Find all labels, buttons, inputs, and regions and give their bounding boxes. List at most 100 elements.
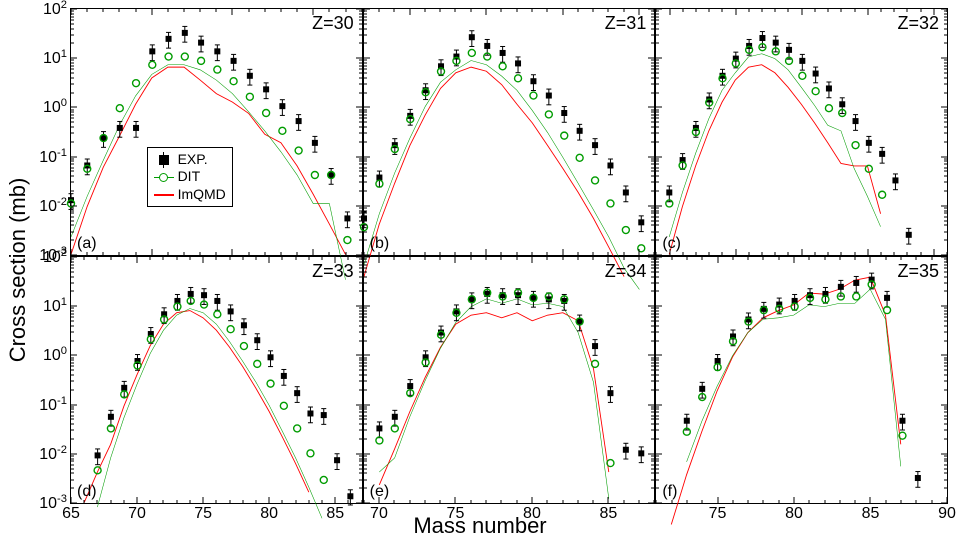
xtick-label: 85 — [862, 503, 880, 523]
exp-point — [188, 291, 194, 297]
ytick-label: 10-1 — [39, 394, 71, 414]
markers-layer — [364, 9, 657, 257]
dit-point — [214, 66, 221, 73]
exp-point — [294, 390, 300, 396]
xtick-label: 70 — [128, 503, 146, 523]
xtick-label: 80 — [785, 503, 803, 523]
exp-point — [182, 30, 188, 36]
panel-label: (d) — [77, 483, 97, 501]
dit-point — [545, 111, 552, 118]
dit-point — [514, 75, 521, 82]
dit-point — [254, 360, 261, 367]
exp-point — [307, 410, 313, 416]
dit-point — [853, 293, 860, 300]
xtick-label: 90 — [938, 503, 956, 523]
exp-point — [638, 450, 644, 456]
panel-label: (c) — [662, 235, 681, 253]
xtick-label: 65 — [62, 503, 80, 523]
dit-point — [116, 105, 123, 112]
exp-point — [279, 103, 285, 109]
exp-point — [231, 58, 237, 64]
dit-point — [344, 237, 351, 244]
exp-point — [133, 125, 139, 131]
exp-point — [786, 47, 792, 53]
dit-point — [240, 343, 247, 350]
xtick-label: 75 — [194, 503, 212, 523]
markers-layer — [364, 257, 657, 505]
dit-point — [320, 476, 327, 483]
dit-point — [230, 78, 237, 85]
exp-point — [813, 71, 819, 77]
dit-point — [181, 53, 188, 60]
dit-point — [133, 80, 140, 87]
dit-point — [812, 88, 819, 95]
dit-point — [311, 172, 318, 179]
z-label: Z=34 — [605, 261, 647, 282]
exp-point — [254, 337, 260, 343]
exp-point — [117, 125, 123, 131]
exp-point — [530, 78, 536, 84]
exp-point — [900, 418, 906, 424]
exp-point — [884, 295, 890, 301]
exp-point — [344, 215, 350, 221]
exp-point — [95, 452, 101, 458]
dit-point — [94, 467, 101, 474]
panel-e: Z=34(e)70758085 — [363, 256, 656, 504]
exp-point — [376, 425, 382, 431]
ytick-label: 10-1 — [39, 146, 71, 166]
z-label: Z=30 — [312, 13, 354, 34]
panel-grid: Z=30(a)10-310-210-1100101102 EXP. DIT Im… — [70, 8, 948, 504]
exp-point — [247, 73, 253, 79]
exp-point — [108, 414, 114, 420]
dit-point — [149, 61, 156, 68]
figure-canvas: { "global": { "ylabel": "Cross section (… — [0, 0, 960, 541]
dit-point — [280, 402, 287, 409]
dit-point — [295, 147, 302, 154]
ytick-label: 102 — [43, 247, 71, 267]
legend: EXP. DIT ImQMD — [147, 147, 233, 208]
exp-point — [906, 232, 912, 238]
exp-point — [893, 177, 899, 183]
exp-point — [879, 151, 885, 157]
exp-point — [760, 35, 766, 41]
exp-point — [545, 93, 551, 99]
exp-point — [826, 85, 832, 91]
legend-exp-label: EXP. — [178, 151, 208, 169]
exp-point — [515, 60, 521, 66]
dit-point — [530, 92, 537, 99]
markers-layer — [71, 257, 364, 505]
exp-point — [854, 280, 860, 286]
panel-label: (b) — [370, 235, 390, 253]
xtick-label: 80 — [260, 503, 278, 523]
panel-f: Z=35(f)75808590 — [655, 256, 948, 504]
exp-point — [684, 418, 690, 424]
xtick-label: 75 — [709, 503, 727, 523]
exp-point — [773, 40, 779, 46]
exp-point — [263, 86, 269, 92]
ytick-label: 101 — [43, 48, 71, 68]
dit-point — [560, 132, 567, 139]
xtick-label: 85 — [326, 503, 344, 523]
exp-point — [800, 58, 806, 64]
dit-point — [866, 165, 873, 172]
exp-point — [228, 308, 234, 314]
legend-imqmd: ImQMD — [154, 186, 226, 204]
exp-point — [241, 322, 247, 328]
markers-layer — [71, 9, 364, 257]
xtick-label: 70 — [370, 503, 388, 523]
exp-point — [268, 354, 274, 360]
dit-point — [227, 326, 234, 333]
dit-point — [307, 450, 314, 457]
panel-d: Z=33(d)10-310-210-11001011026570758085 — [70, 256, 363, 504]
panel-label: (f) — [662, 483, 677, 501]
exp-point — [121, 385, 127, 391]
exp-point — [499, 50, 505, 56]
xtick-label: 85 — [600, 503, 618, 523]
exp-point — [468, 34, 474, 40]
dit-point — [607, 460, 614, 467]
dit-point — [165, 53, 172, 60]
ytick-label: 100 — [43, 345, 71, 365]
ytick-label: 100 — [43, 97, 71, 117]
exp-point — [198, 40, 204, 46]
exp-point — [638, 219, 644, 225]
